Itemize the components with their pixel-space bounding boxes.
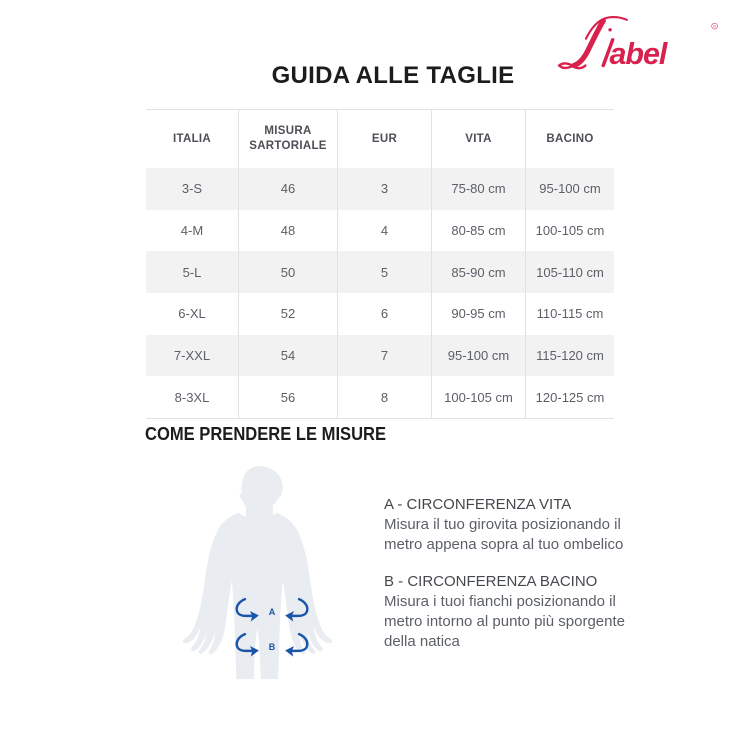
svg-text:R: R <box>713 25 716 29</box>
